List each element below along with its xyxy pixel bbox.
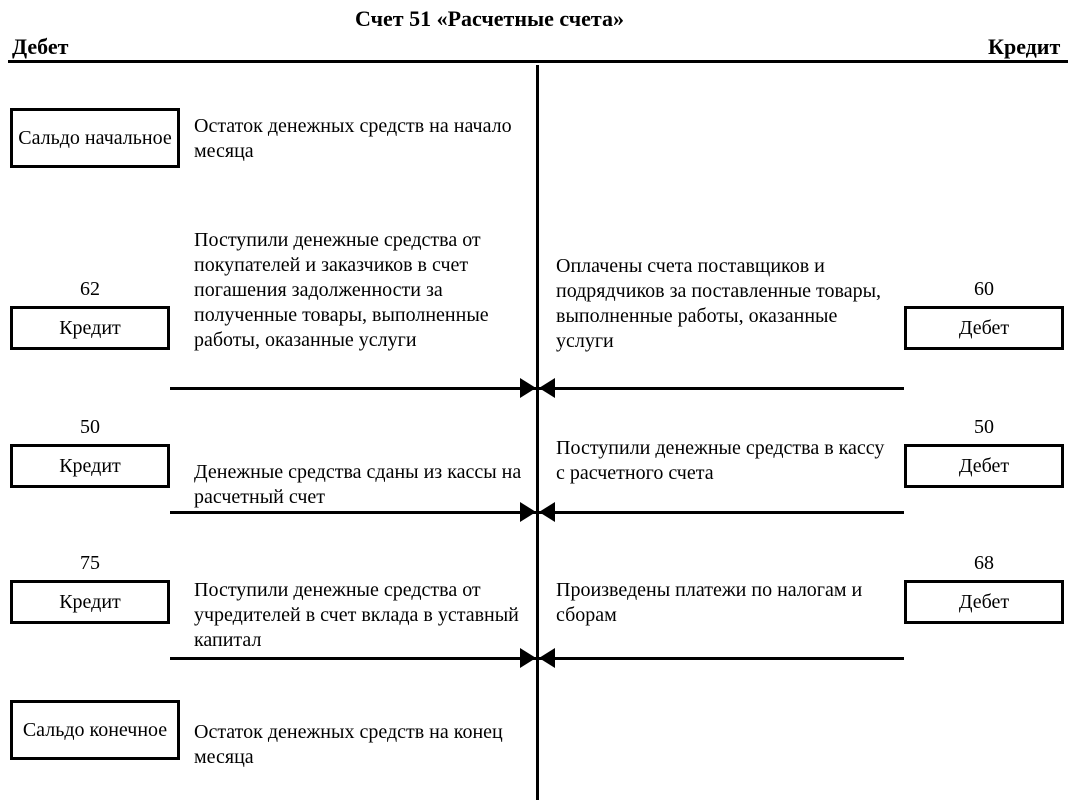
row-left-account-number: 50 (10, 416, 170, 439)
row-left-box: Кредит (10, 580, 170, 624)
balance-start-desc: Остаток денежных средств на начало месяц… (194, 114, 528, 164)
header-debit: Дебет (12, 34, 68, 60)
row-left-account-number: 75 (10, 552, 170, 575)
balance-start-box: Сальдо начальное (10, 108, 180, 168)
row-left-box: Кредит (10, 306, 170, 350)
header-underline (8, 60, 1068, 63)
row-right-desc: Поступили денежные средст­ва в кассу с р… (556, 436, 890, 486)
row-left-arrowhead (520, 502, 536, 522)
row-left-connector (170, 387, 536, 390)
row-right-account-number: 60 (904, 278, 1064, 301)
row-left-arrowhead (520, 378, 536, 398)
diagram-title: Счет 51 «Расчетные счета» (355, 6, 624, 32)
row-right-box: Дебет (904, 306, 1064, 350)
balance-start-label: Сальдо начальное (18, 126, 172, 150)
row-left-box: Кредит (10, 444, 170, 488)
balance-end-box: Сальдо конечное (10, 700, 180, 760)
balance-end-desc: Остаток денежных средств на конец месяца (194, 720, 528, 770)
row-right-connector (539, 511, 904, 514)
row-right-box: Дебет (904, 580, 1064, 624)
header-credit: Кредит (988, 34, 1060, 60)
row-left-desc: Поступили денежные сред­ства от учредите… (194, 578, 528, 653)
center-divider (536, 65, 539, 800)
row-right-account-number: 68 (904, 552, 1064, 575)
row-right-arrowhead (539, 502, 555, 522)
row-right-connector (539, 387, 904, 390)
row-right-desc: Произведены платежи по налогам и сборам (556, 578, 890, 628)
balance-end-label: Сальдо конечное (23, 718, 167, 742)
row-left-connector (170, 511, 536, 514)
row-right-arrowhead (539, 378, 555, 398)
row-right-connector (539, 657, 904, 660)
row-right-arrowhead (539, 648, 555, 668)
row-left-connector (170, 657, 536, 660)
row-left-desc: Поступили денежные сред­ства от покупате… (194, 228, 528, 353)
row-right-box: Дебет (904, 444, 1064, 488)
row-right-desc: Оплачены счета поставщиков и подрядчиков… (556, 254, 890, 354)
row-left-account-number: 62 (10, 278, 170, 301)
row-right-account-number: 50 (904, 416, 1064, 439)
row-left-arrowhead (520, 648, 536, 668)
row-left-desc: Денежные средства сданы из кассы на расч… (194, 460, 528, 510)
